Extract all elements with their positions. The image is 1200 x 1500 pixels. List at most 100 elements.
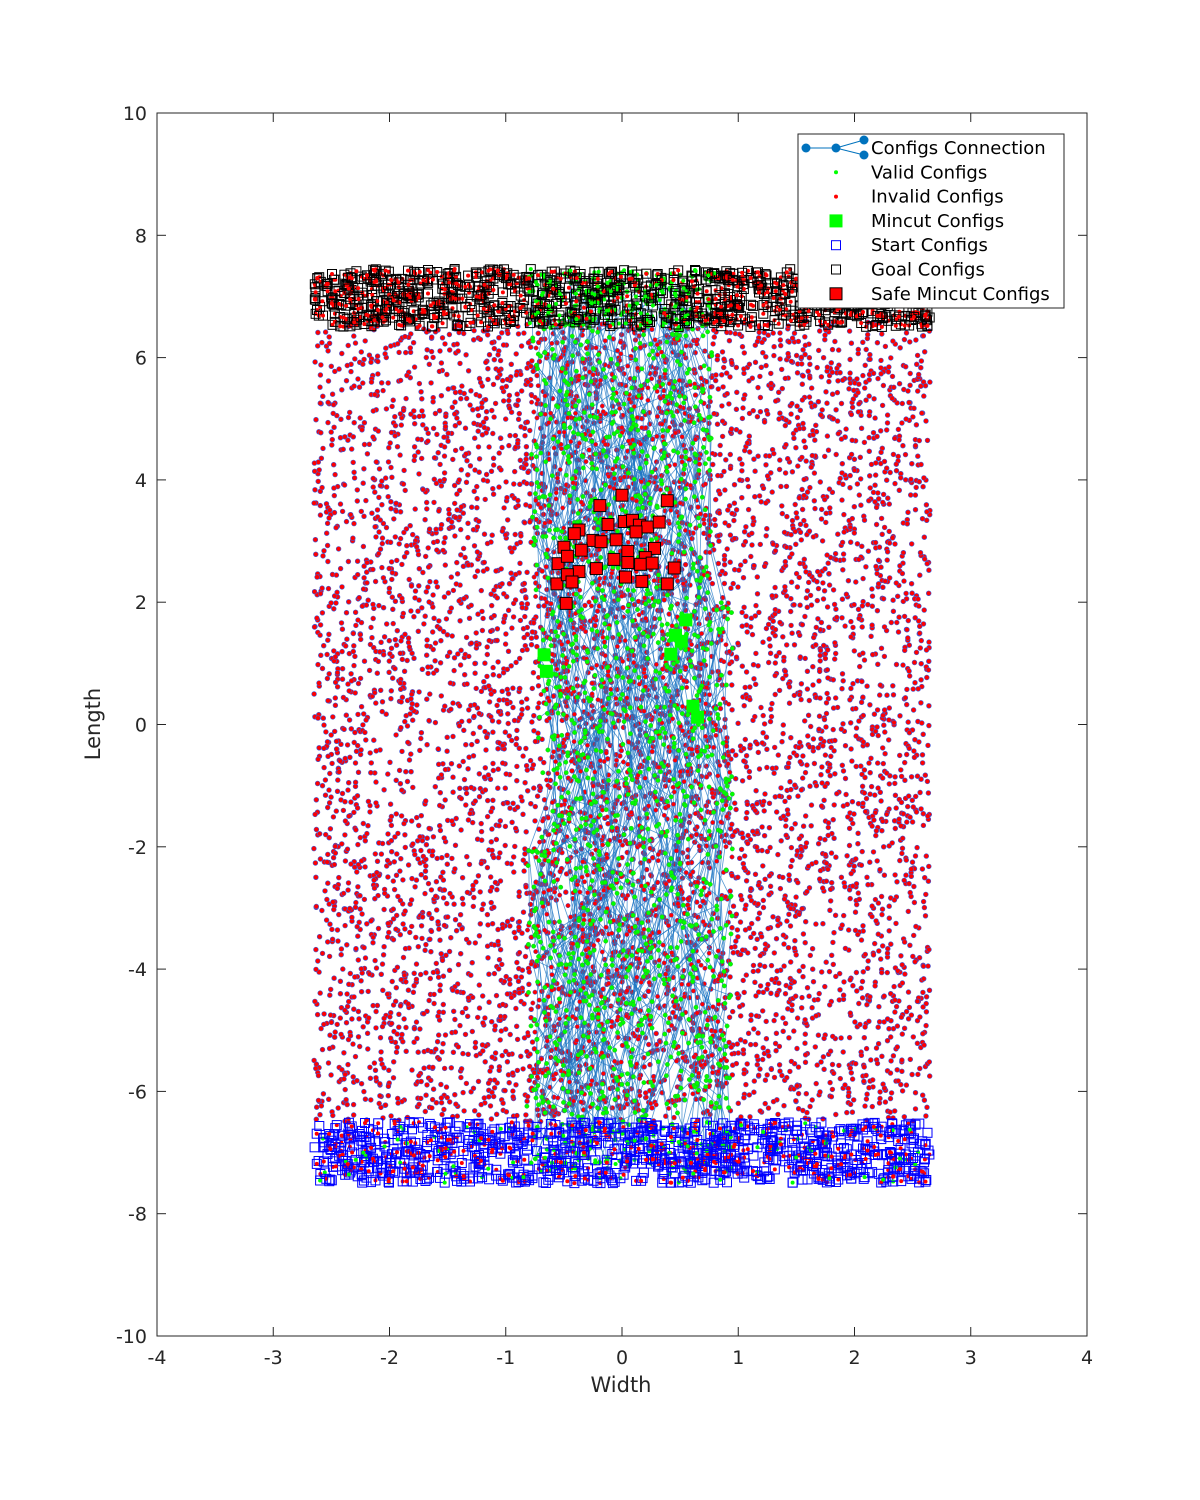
invalid-config-point bbox=[474, 738, 480, 744]
invalid-config-point bbox=[847, 524, 853, 530]
invalid-config-point bbox=[809, 945, 816, 952]
invalid-config-point bbox=[347, 409, 353, 416]
invalid-config-point bbox=[745, 1030, 752, 1037]
invalid-config-point bbox=[881, 458, 888, 465]
invalid-config-point bbox=[514, 777, 520, 784]
invalid-config-point bbox=[461, 1108, 467, 1114]
invalid-config-point bbox=[754, 338, 761, 345]
invalid-config-point bbox=[855, 389, 861, 396]
invalid-config-point bbox=[533, 634, 539, 640]
invalid-config-point bbox=[861, 1078, 867, 1085]
invalid-config-point bbox=[371, 877, 377, 883]
invalid-config-point bbox=[391, 1059, 397, 1065]
invalid-config-point bbox=[774, 992, 780, 998]
invalid-config-point bbox=[514, 391, 520, 397]
invalid-config-point bbox=[839, 497, 845, 503]
invalid-config-point bbox=[903, 1082, 910, 1088]
invalid-config-point bbox=[516, 655, 523, 662]
invalid-config-point bbox=[349, 1016, 355, 1022]
invalid-config-point bbox=[727, 974, 733, 980]
invalid-config-point bbox=[799, 381, 805, 387]
invalid-config-point bbox=[393, 984, 399, 991]
invalid-config-point bbox=[830, 705, 837, 711]
invalid-config-point bbox=[515, 497, 521, 504]
invalid-config-point bbox=[320, 553, 326, 559]
invalid-config-point bbox=[468, 602, 474, 608]
invalid-config-point bbox=[443, 952, 449, 958]
invalid-config-point bbox=[312, 536, 319, 543]
invalid-config-point bbox=[489, 1089, 495, 1096]
invalid-config-point bbox=[440, 1001, 446, 1008]
invalid-config-point bbox=[490, 767, 496, 774]
invalid-config-point bbox=[436, 508, 442, 514]
invalid-config-point bbox=[315, 329, 321, 336]
invalid-config-point bbox=[763, 1035, 770, 1042]
invalid-config-point bbox=[522, 779, 528, 786]
invalid-config-point bbox=[332, 728, 338, 735]
invalid-config-point bbox=[491, 970, 498, 977]
invalid-config-point bbox=[922, 383, 929, 389]
invalid-config-point bbox=[844, 1109, 850, 1116]
invalid-config-point bbox=[895, 426, 902, 433]
invalid-config-point bbox=[867, 352, 873, 358]
invalid-config-point bbox=[814, 364, 820, 371]
invalid-config-point bbox=[909, 859, 916, 865]
invalid-config-point bbox=[521, 1001, 527, 1007]
invalid-config-point bbox=[816, 876, 823, 882]
invalid-config-point bbox=[872, 482, 878, 488]
invalid-config-point bbox=[338, 1031, 344, 1038]
invalid-config-point bbox=[878, 357, 884, 364]
invalid-config-point bbox=[876, 692, 883, 698]
invalid-config-point bbox=[350, 1041, 356, 1047]
invalid-config-point bbox=[402, 631, 408, 637]
invalid-config-point bbox=[754, 591, 761, 597]
invalid-config-point bbox=[772, 548, 779, 554]
invalid-config-point bbox=[476, 518, 482, 524]
invalid-config-point bbox=[926, 1059, 932, 1065]
invalid-config-point bbox=[349, 914, 355, 921]
invalid-config-point bbox=[819, 407, 825, 413]
invalid-config-point bbox=[874, 433, 880, 440]
invalid-config-point bbox=[430, 969, 437, 976]
invalid-config-point bbox=[374, 507, 381, 513]
invalid-config-point bbox=[452, 447, 459, 454]
invalid-config-point bbox=[311, 845, 317, 852]
invalid-config-point bbox=[325, 585, 332, 592]
invalid-config-point bbox=[428, 1048, 434, 1055]
invalid-config-point bbox=[386, 658, 392, 664]
invalid-config-point bbox=[913, 422, 920, 428]
invalid-config-point bbox=[401, 467, 407, 474]
invalid-config-point bbox=[926, 722, 932, 729]
invalid-config-point bbox=[440, 547, 446, 554]
invalid-config-point bbox=[472, 940, 478, 946]
invalid-config-point bbox=[899, 1031, 905, 1037]
invalid-config-point bbox=[391, 886, 398, 893]
invalid-config-point bbox=[333, 746, 340, 752]
invalid-config-point bbox=[923, 1022, 929, 1029]
invalid-config-point bbox=[464, 853, 470, 860]
invalid-config-point bbox=[741, 1070, 747, 1077]
invalid-config-point bbox=[882, 343, 889, 350]
invalid-config-point bbox=[741, 702, 747, 709]
invalid-config-point bbox=[760, 1045, 766, 1051]
invalid-config-point bbox=[346, 717, 353, 723]
invalid-config-point bbox=[370, 615, 376, 622]
invalid-config-point bbox=[444, 900, 450, 907]
invalid-config-point bbox=[329, 436, 335, 443]
invalid-config-point bbox=[912, 679, 918, 686]
invalid-config-point bbox=[876, 1019, 883, 1025]
invalid-config-point bbox=[333, 600, 339, 606]
invalid-config-point bbox=[768, 370, 774, 377]
invalid-config-point bbox=[334, 589, 340, 595]
invalid-config-point bbox=[649, 748, 655, 755]
invalid-config-point bbox=[839, 461, 845, 467]
invalid-config-point bbox=[381, 906, 387, 913]
invalid-config-point bbox=[457, 785, 463, 791]
invalid-config-point bbox=[416, 1101, 422, 1108]
invalid-config-point bbox=[773, 1011, 779, 1018]
invalid-config-point bbox=[312, 811, 318, 818]
invalid-config-point bbox=[491, 357, 497, 363]
invalid-config-point bbox=[875, 661, 881, 667]
invalid-config-point bbox=[843, 791, 849, 798]
invalid-config-point bbox=[864, 1001, 870, 1008]
